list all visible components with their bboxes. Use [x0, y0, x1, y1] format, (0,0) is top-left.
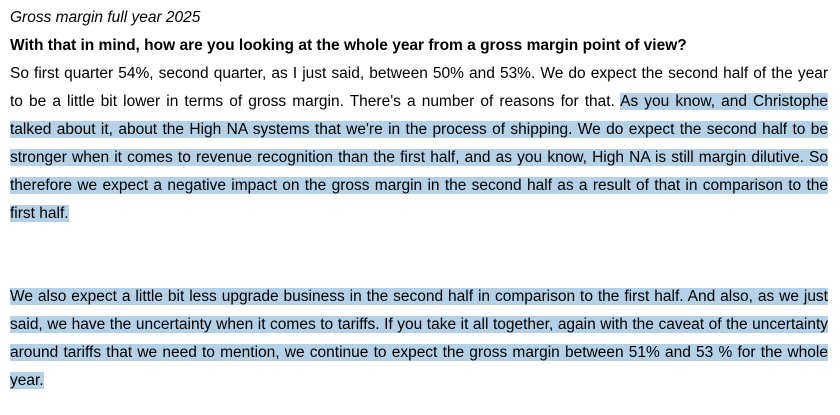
- section-heading: Gross margin full year 2025: [10, 9, 201, 26]
- question-text: With that in mind, how are you looking a…: [10, 37, 687, 54]
- answer-paragraph-1: So first quarter 54%, second quarter, as…: [10, 60, 828, 228]
- text-segment: So first quarter 54%, second quarter, as…: [10, 65, 828, 110]
- highlighted-text-segment: We also expect a little bit less upgrade…: [10, 288, 828, 389]
- answer-paragraph-2: We also expect a little bit less upgrade…: [10, 283, 828, 395]
- highlighted-text-segment: As you know, and Christophe talked about…: [10, 93, 828, 222]
